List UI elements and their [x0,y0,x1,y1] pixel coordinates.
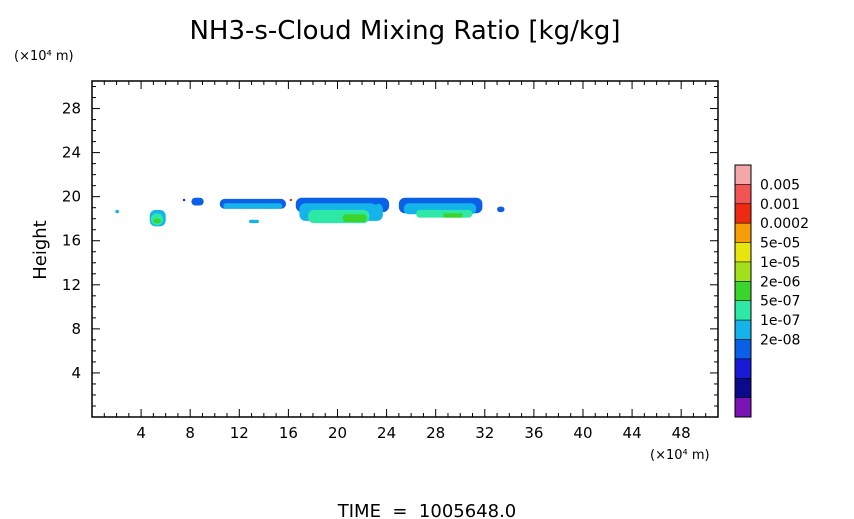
x-tick-label: 28 [426,424,445,442]
colorbar-label: 2e-08 [760,333,800,349]
time-footer: TIME = 1005648.0 [337,501,517,519]
colorbar-cell [735,300,751,321]
x-tick-label: 32 [475,424,494,442]
cloud-region [115,209,119,214]
x-tick-label: 40 [573,424,592,442]
colorbar-cell [735,203,751,224]
colorbar-label: 1e-05 [760,255,800,271]
x-tick-label: 48 [672,424,691,442]
colorbar [734,164,752,418]
colorbar-labels: 0.005 0.001 0.0002 5e-05 1e-05 2e-06 5e-07 1e-0… [760,177,809,348]
cloud-region [153,218,161,224]
y-tick-label: 8 [71,320,81,338]
colorbar-label: 0.0002 [760,216,809,232]
x-tick-label: 44 [623,424,642,442]
y-tick-label: 12 [62,276,81,294]
colorbar-label: 1e-07 [760,313,800,329]
x-tick-label: 4 [136,424,146,442]
colorbar-frame [734,164,752,418]
colorbar-cell [735,261,751,282]
x-unit-label: (×10⁴ m) [650,448,710,463]
y-tick-label: 20 [62,188,81,206]
plot-frame [91,80,719,418]
cloud-region [191,197,204,206]
x-tick-label: 20 [328,424,347,442]
colorbar-cell [735,320,751,340]
x-tick-label: 12 [230,424,249,442]
x-tick-label: 8 [185,424,195,442]
axis-ticks [92,81,718,417]
x-tick-label: 36 [524,424,543,442]
colorbar-cell [735,223,751,243]
y-tick-label: 4 [71,364,81,382]
colorbar-cell [735,378,751,398]
cloud-region [342,214,367,222]
colorbar-label: 0.005 [760,177,800,193]
x-tick-labels: 4 8 12 16 20 24 28 32 36 40 44 48 [136,424,690,442]
cloud-region [497,206,505,213]
y-tick-labels: 4 8 12 16 20 24 28 [62,100,81,382]
colorbar-cell [735,339,751,360]
colorbar-label: 5e-05 [760,236,800,252]
cloud-region [443,213,463,218]
colorbar-label: 5e-07 [760,294,800,310]
colorbar-cell [735,242,751,263]
colorbar-cell [735,281,751,301]
y-axis-label: Height [30,220,51,280]
cloud-region [182,198,186,202]
colorbar-cell [735,184,751,205]
data-regions [115,197,505,227]
y-tick-label: 16 [62,232,81,250]
colorbar-label: 2e-06 [760,274,800,290]
colorbar-cell [735,358,751,379]
colorbar-cell [735,165,751,185]
y-tick-label: 24 [62,144,81,162]
colorbar-cell [735,397,751,418]
y-unit-label: (×10⁴ m) [14,49,74,64]
x-tick-label: 16 [279,424,298,442]
chart-title: NH3-s-Cloud Mixing Ratio [kg/kg] [189,16,620,46]
cloud-region [249,219,259,224]
cloud-region [223,203,283,209]
x-tick-label: 24 [377,424,396,442]
y-tick-label: 28 [62,100,81,118]
cloud-region [371,198,380,205]
colorbar-label: 0.001 [760,197,800,213]
cloud-region [289,198,293,202]
